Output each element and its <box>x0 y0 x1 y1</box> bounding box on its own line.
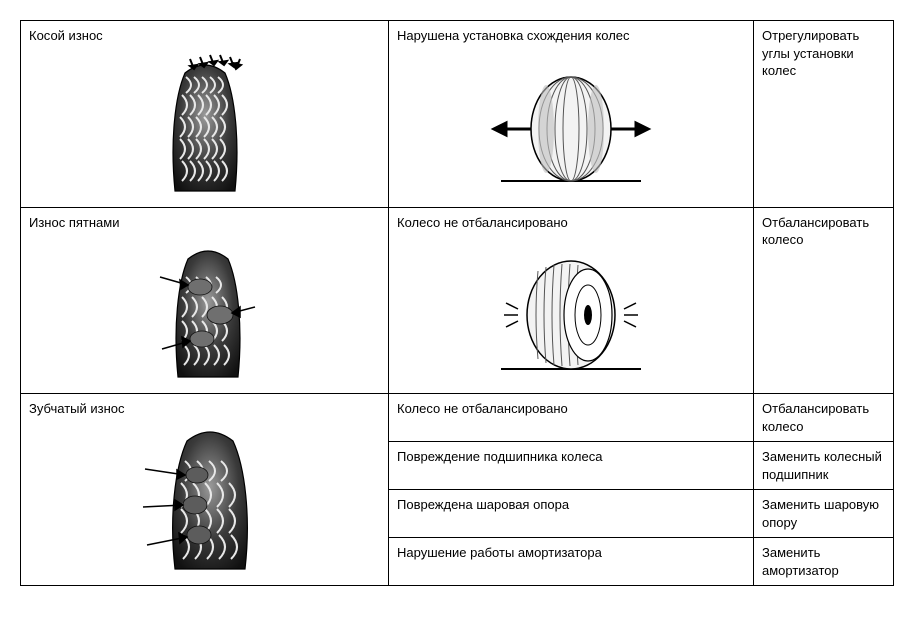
cause-label: Нарушение работы амортизатора <box>397 545 602 560</box>
fix-cell: Заменить шаровую опору <box>754 490 894 538</box>
fix-cell: Отбалансировать колесо <box>754 207 894 394</box>
wheel-imbalance-icon <box>397 237 745 387</box>
fix-cell: Отбалансировать колесо <box>754 394 894 442</box>
table-wrapper: Косой износ <box>20 20 878 586</box>
wheel-toe-icon <box>397 51 745 201</box>
cause-label: Повреждена шаровая опора <box>397 497 569 512</box>
table-row: Косой износ <box>21 21 894 208</box>
cause-cell: Нарушена установка схождения колес <box>389 21 754 208</box>
fix-cell: Отрегулировать углы установки колес <box>754 21 894 208</box>
cause-cell: Колесо не отбалансировано <box>389 394 754 442</box>
table-row: Зубчатый износ <box>21 394 894 442</box>
fix-label: Заменить колесный подшипник <box>762 449 882 482</box>
wear-label: Зубчатый износ <box>29 400 380 418</box>
fix-label: Отбалансировать колесо <box>762 401 869 434</box>
wear-cell: Износ пятнами <box>21 207 389 394</box>
fix-cell: Заменить колесный подшипник <box>754 442 894 490</box>
wear-label: Износ пятнами <box>29 214 380 232</box>
wear-cell: Косой износ <box>21 21 389 208</box>
tire-wear-table: Косой износ <box>20 20 894 586</box>
table-row: Износ пятнами <box>21 207 894 394</box>
cause-label: Нарушена установка схождения колес <box>397 27 745 45</box>
fix-label: Заменить шаровую опору <box>762 497 879 530</box>
cause-label: Колесо не отбалансировано <box>397 401 568 416</box>
wear-cell: Зубчатый износ <box>21 394 389 586</box>
cause-label: Повреждение подшипника колеса <box>397 449 602 464</box>
fix-label: Заменить амортизатор <box>762 545 839 578</box>
tread-spots-icon <box>29 237 380 387</box>
fix-label: Отбалансировать колесо <box>762 215 869 248</box>
fix-label: Отрегулировать углы установки колес <box>762 28 859 78</box>
tread-diagonal-icon <box>29 51 380 201</box>
cause-cell: Колесо не отбалансировано <box>389 207 754 394</box>
cause-cell: Повреждение подшипника колеса <box>389 442 754 490</box>
wear-label: Косой износ <box>29 27 380 45</box>
cause-label: Колесо не отбалансировано <box>397 214 745 232</box>
tread-tooth-icon <box>29 424 380 574</box>
cause-cell: Повреждена шаровая опора <box>389 490 754 538</box>
fix-cell: Заменить амортизатор <box>754 538 894 586</box>
cause-cell: Нарушение работы амортизатора <box>389 538 754 586</box>
